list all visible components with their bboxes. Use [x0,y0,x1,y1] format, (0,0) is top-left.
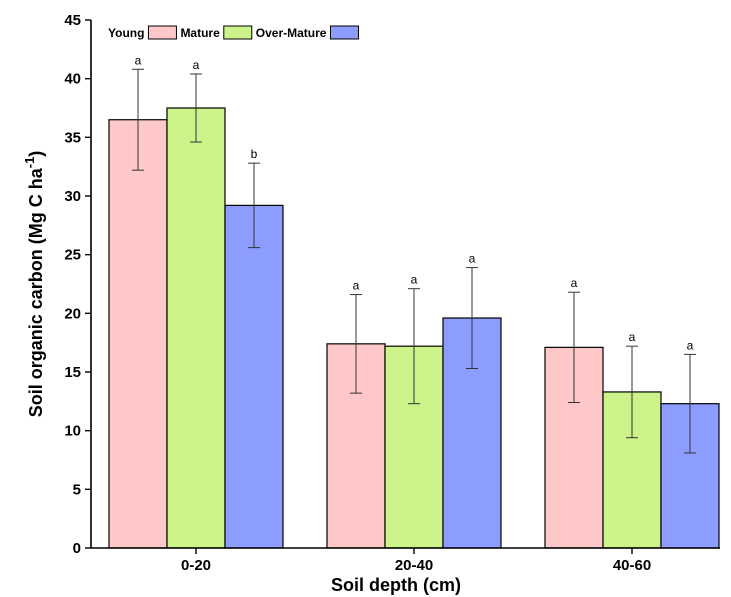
y-axis-title-main: Soil organic carbon (Mg C ha [26,167,46,417]
y-tick-label: 20 [64,305,81,322]
y-tick-label: 0 [73,540,81,557]
x-tick-label: 40-60 [613,557,651,574]
legend: Young Mature Over-Mature [108,25,359,40]
y-tick-label: 25 [64,247,81,264]
legend-swatch [147,25,177,40]
y-tick-label: 15 [64,364,81,381]
significance-label: a [411,273,418,287]
bar-mature-0-20 [166,107,226,549]
y-ticks: 0 5 10 15 20 25 30 35 40 45 [64,12,91,557]
x-tick-label: 0-20 [181,557,211,574]
bar-over-mature-0-20 [224,204,284,549]
significance-label: a [469,252,476,266]
y-axis-title-sup: -1 [22,157,37,169]
significance-label: a [571,276,578,290]
significance-labels-layer: a a b a a a a a a [135,53,694,352]
y-tick-label: 35 [64,129,81,146]
y-axis-title-close: ) [26,151,46,157]
legend-swatch [223,25,253,40]
y-axis-title: Soil organic carbon (Mg C ha-1) [22,151,46,418]
significance-label: a [629,330,636,344]
y-tick-label: 30 [64,188,81,205]
y-tick-label: 10 [64,423,81,440]
bar-young-0-20 [108,119,168,549]
x-tick-label: 20-40 [395,557,433,574]
error-bars-layer [132,68,696,454]
x-ticks: 0-20 20-40 40-60 [181,548,651,574]
y-tick-label: 40 [64,71,81,88]
legend-label: Young [108,26,144,40]
significance-label: a [193,58,200,72]
legend-label: Over-Mature [256,26,327,40]
significance-label: a [135,53,142,67]
significance-label: a [353,279,360,293]
y-tick-label: 45 [64,12,81,29]
significance-label: a [687,338,694,352]
y-tick-label: 5 [73,481,81,498]
x-axis-title: Soil depth (cm) [331,575,461,595]
legend-label: Mature [180,26,220,40]
significance-label: b [251,147,258,161]
legend-swatch [329,25,359,40]
